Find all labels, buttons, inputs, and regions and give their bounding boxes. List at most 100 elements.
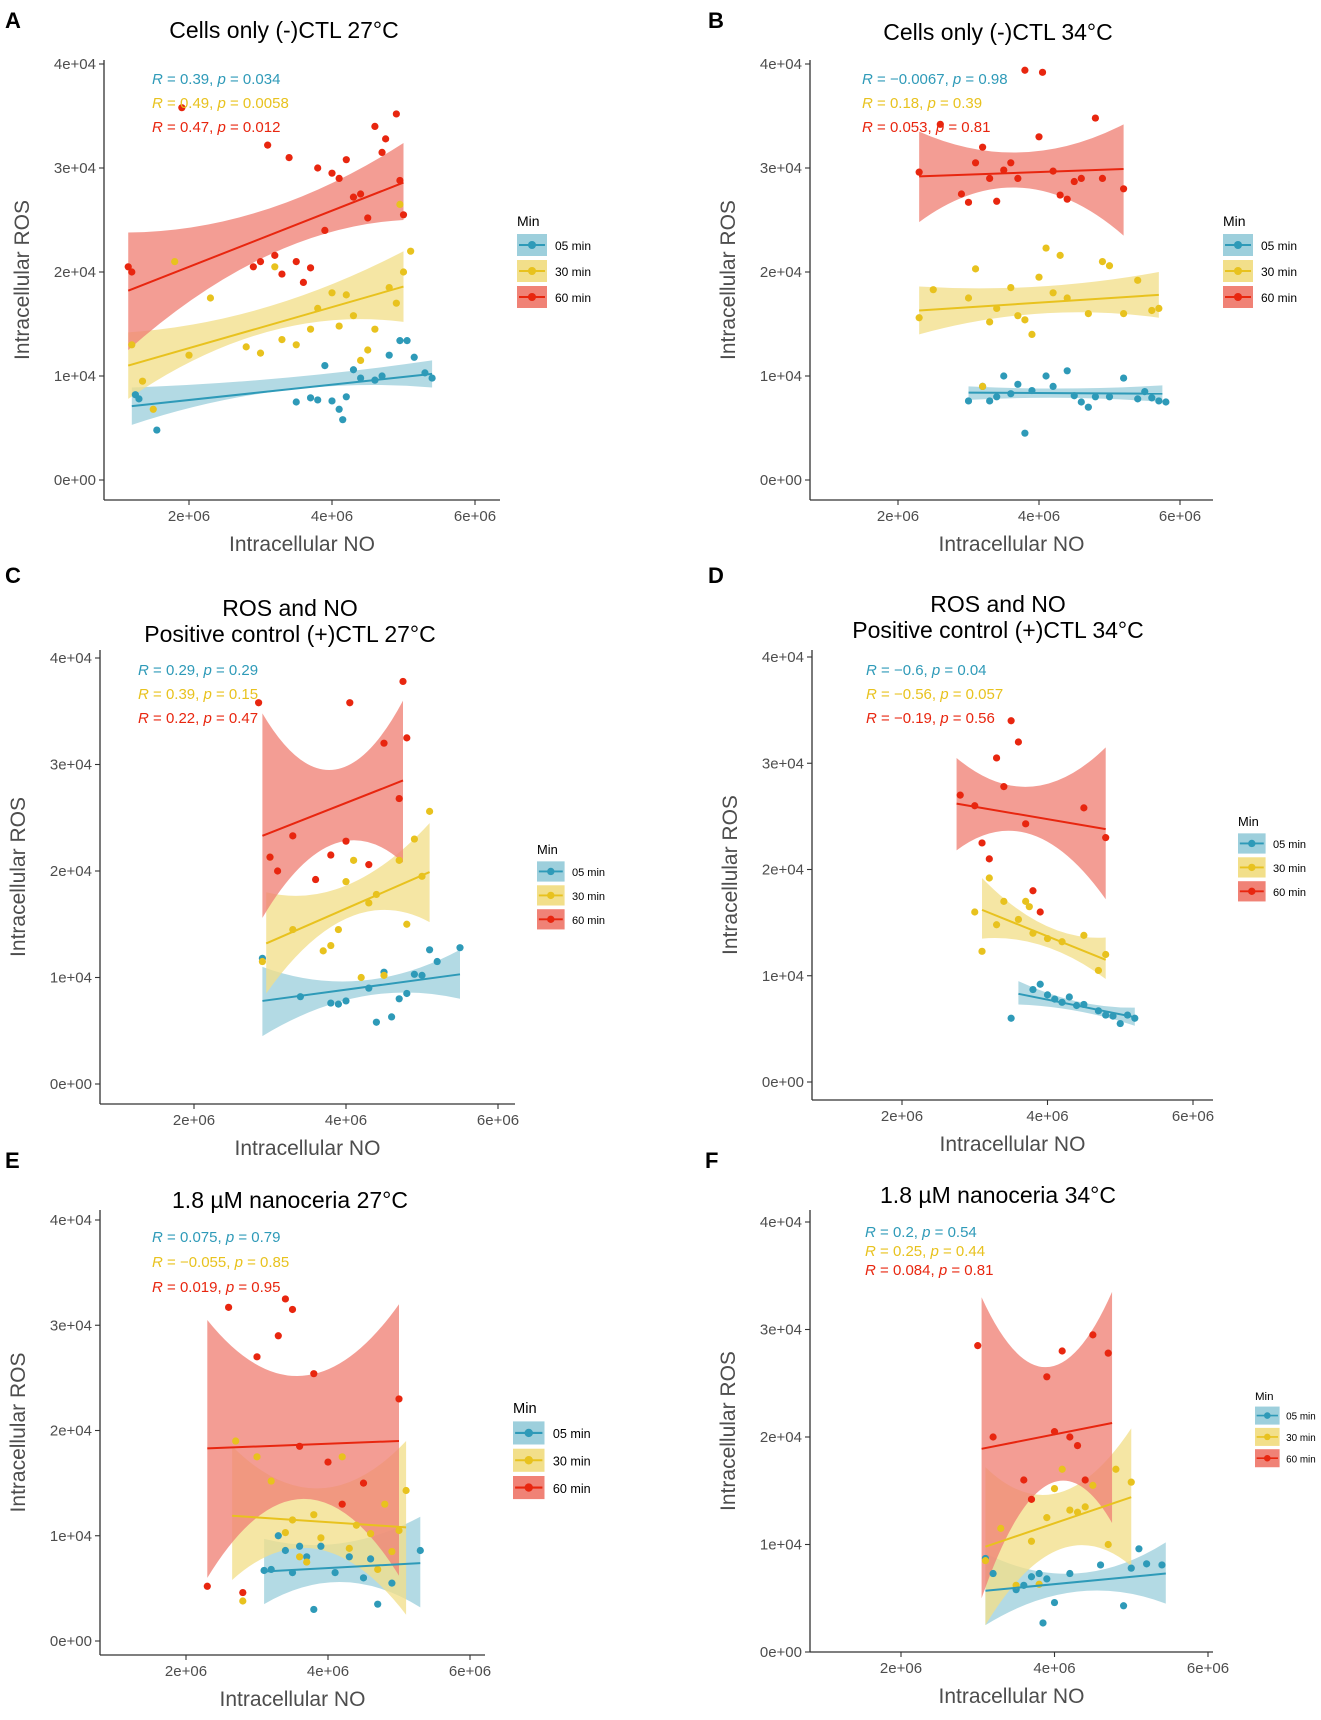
data-point — [433, 957, 441, 966]
y-tick-label: 4e+04 — [50, 1212, 92, 1229]
data-point — [403, 920, 411, 928]
y-tick-label: 3e+04 — [54, 160, 96, 177]
correlation-stat: R = −0.19, p = 0.56 — [866, 710, 995, 727]
data-point — [1014, 312, 1022, 320]
data-point — [1063, 195, 1071, 203]
data-point — [278, 336, 286, 344]
y-tick-label: 2e+04 — [760, 264, 802, 281]
data-point — [317, 1542, 325, 1550]
legend-item: 30 min — [537, 885, 605, 906]
data-point — [331, 1568, 339, 1577]
legend-label: 30 min — [1286, 1433, 1316, 1444]
data-point — [1104, 1349, 1112, 1357]
data-point — [396, 337, 404, 345]
data-point — [249, 263, 257, 271]
data-point — [253, 1453, 261, 1461]
legend-item: 60 min — [537, 909, 605, 930]
data-point — [1027, 1495, 1036, 1503]
x-tick-label: 4e+06 — [1033, 1660, 1075, 1677]
x-tick-label: 4e+06 — [307, 1663, 349, 1680]
panel-title: Cells only (-)CTL 27°C — [169, 17, 398, 43]
legend: Min 05 min 30 min 60 min — [513, 1401, 591, 1500]
x-axis-label: Intracellular NO — [939, 1685, 1085, 1708]
regression-line — [981, 1422, 1113, 1450]
data-point — [380, 971, 388, 979]
legend-item: 60 min — [1255, 1449, 1316, 1468]
regression-line — [985, 1496, 1132, 1548]
data-point — [992, 921, 1001, 929]
regression-line — [127, 285, 404, 367]
data-point — [395, 794, 403, 803]
confidence-band-60-min — [207, 1304, 399, 1578]
legend-item: 60 min — [1238, 881, 1306, 902]
data-point — [1135, 1545, 1143, 1553]
data-point — [989, 1569, 997, 1578]
data-point — [321, 226, 329, 234]
data-point — [978, 947, 986, 955]
x-tick-label: 2e+06 — [173, 1112, 215, 1129]
data-point — [1105, 262, 1114, 270]
data-point — [349, 366, 358, 374]
data-point — [981, 1557, 990, 1565]
y-tick-label: 1e+04 — [54, 368, 96, 385]
data-point — [403, 337, 411, 345]
data-point — [281, 1295, 289, 1303]
data-point — [1105, 393, 1114, 401]
confidence-band-60-min — [128, 143, 404, 350]
legend-item: 60 min — [1223, 286, 1297, 308]
data-point — [1091, 114, 1099, 122]
data-point — [1021, 429, 1029, 437]
legend-item: 05 min — [1238, 833, 1306, 854]
panel-title: 1.8 µM nanoceria 27°C — [172, 1187, 408, 1213]
data-point — [1038, 68, 1047, 76]
regression-line — [262, 779, 404, 837]
correlation-stat: R = 0.075, p = 0.79 — [152, 1229, 280, 1246]
data-point — [314, 396, 322, 404]
data-point — [1014, 380, 1022, 388]
data-point — [149, 405, 157, 413]
data-point — [264, 141, 272, 149]
data-point — [1065, 993, 1073, 1001]
x-tick-label: 2e+06 — [881, 1108, 923, 1125]
legend-dot — [547, 867, 555, 876]
legend-item: 05 min — [1255, 1406, 1316, 1425]
legend-dot — [1264, 1454, 1271, 1462]
legend-label: 60 min — [553, 1482, 591, 1496]
legend-label: 05 min — [1261, 239, 1297, 253]
correlation-stat: R = 0.053, p = 0.81 — [862, 119, 990, 136]
data-point — [380, 739, 388, 747]
data-point — [342, 837, 350, 845]
data-point — [292, 258, 300, 266]
regression-line — [1018, 992, 1135, 1019]
legend-label: 60 min — [572, 915, 605, 927]
x-axis-label: Intracellular NO — [939, 533, 1085, 556]
data-point — [328, 169, 336, 177]
data-point — [1029, 985, 1037, 994]
x-tick-label: 6e+06 — [449, 1663, 491, 1680]
panel-label: F — [705, 1148, 718, 1173]
data-point — [274, 1532, 282, 1540]
data-point — [1014, 174, 1022, 182]
data-point — [288, 1305, 297, 1314]
correlation-stat: R = 0.25, p = 0.44 — [865, 1243, 985, 1260]
x-tick-label: 6e+06 — [1172, 1108, 1214, 1125]
data-point — [1035, 273, 1043, 281]
data-point — [426, 807, 434, 815]
legend-item: 30 min — [513, 1448, 591, 1472]
data-point — [359, 1574, 368, 1582]
data-point — [1080, 804, 1088, 812]
panel-label: D — [708, 563, 724, 588]
legend-label: 30 min — [1261, 265, 1297, 279]
data-point — [993, 393, 1001, 401]
confidence-band-05-min — [262, 949, 460, 1037]
data-point — [385, 351, 393, 359]
data-point — [365, 899, 373, 907]
correlation-stat: R = 0.2, p = 0.54 — [865, 1224, 977, 1241]
data-point — [1119, 1602, 1128, 1610]
legend-label: 05 min — [553, 1427, 591, 1441]
regression-line — [981, 908, 1107, 961]
data-point — [993, 197, 1001, 205]
legend: Min 05 min 30 min 60 min — [1255, 1391, 1316, 1468]
legend-dot — [1264, 1412, 1271, 1419]
